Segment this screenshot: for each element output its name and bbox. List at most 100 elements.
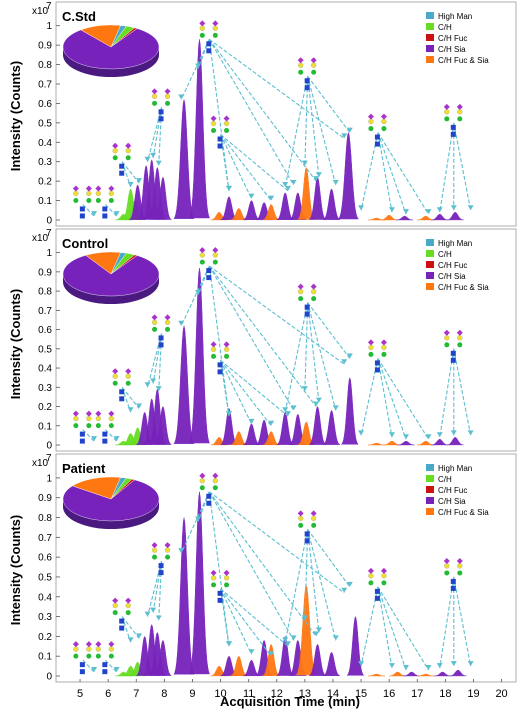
sialic-acid-diamond: [112, 368, 119, 375]
arrow-head: [127, 637, 134, 643]
glcnac-square: [450, 124, 456, 130]
arrow-head: [144, 611, 151, 617]
mannose-circle: [368, 351, 374, 357]
glcnac-square: [206, 493, 212, 499]
legend: High Man C/H C/H Fuc C/H Sia C/H Fuc & Sia: [426, 464, 489, 517]
galactose-circle: [125, 602, 131, 609]
sialic-acid-diamond: [125, 597, 132, 604]
arrow-head: [225, 641, 232, 647]
arrow-head: [301, 160, 308, 166]
annotation-arrow: [220, 134, 289, 192]
glcnac-square: [102, 431, 108, 437]
y-tick-label: 0: [46, 216, 52, 227]
sialic-acid-diamond: [199, 20, 206, 27]
arrow-head: [225, 185, 232, 191]
glcnac-square: [217, 597, 223, 603]
mannose-circle: [368, 580, 374, 586]
legend-label: C/H Fuc: [438, 34, 467, 43]
annotation-arrow: [152, 561, 163, 613]
glycan-structure-icon: [443, 557, 463, 591]
galactose-circle: [86, 190, 92, 197]
peak: [434, 671, 452, 677]
galactose-circle: [86, 415, 92, 422]
sialic-acid-diamond: [297, 57, 304, 64]
glcnac-square: [206, 48, 212, 54]
legend-label: C/H Fuc: [438, 486, 467, 495]
legend-label: C/H Sia: [438, 272, 466, 281]
mannose-circle: [108, 423, 114, 429]
sialic-acid-diamond: [108, 185, 115, 192]
x-tick-label: 16: [383, 688, 395, 700]
sialic-acid-diamond: [164, 542, 171, 549]
galactose-circle: [311, 62, 317, 68]
arrow-head: [127, 407, 134, 413]
annotation-arrow: [146, 333, 163, 388]
arrow-head: [144, 156, 151, 162]
galactose-circle: [298, 62, 304, 68]
annotation-arrow: [208, 265, 345, 365]
arrow-head: [388, 207, 395, 213]
mannose-circle: [212, 485, 218, 491]
glcnac-square: [79, 431, 85, 437]
peak: [242, 200, 260, 221]
annotation-arrow: [453, 576, 472, 667]
annotation-arrow: [307, 529, 320, 633]
y-multiplier-exponent: 7: [46, 453, 52, 464]
legend-label: C/H Sia: [438, 45, 466, 54]
arrow-head: [341, 359, 348, 365]
sialic-acid-diamond: [310, 283, 317, 290]
annotation-arrow: [304, 76, 309, 166]
sialic-acid-diamond: [125, 368, 132, 375]
annotation-arrow: [208, 491, 345, 594]
peak: [275, 411, 295, 445]
arrow-head: [403, 434, 410, 440]
glcnac-square: [206, 500, 212, 506]
sialic-acid-diamond: [95, 410, 102, 417]
arrow-head: [341, 587, 348, 593]
glcnac-square: [304, 531, 310, 537]
x-tick-label: 13: [299, 688, 311, 700]
peak: [396, 215, 414, 221]
y-tick-label: 0.8: [38, 60, 52, 71]
mannose-circle: [165, 100, 171, 106]
peak: [188, 39, 210, 219]
galactose-circle: [223, 575, 230, 581]
arrow-head: [144, 382, 151, 388]
sialic-acid-diamond: [95, 185, 102, 192]
mannose-circle: [381, 351, 387, 357]
y-tick-label: 1: [46, 473, 52, 484]
sialic-acid-diamond: [456, 329, 463, 336]
annotation-arrow: [208, 491, 295, 641]
arrow-head: [113, 667, 120, 673]
y-axis-title-top: Intensity (Counts): [8, 61, 23, 172]
mannose-circle: [73, 197, 79, 203]
annotation-arrow: [208, 38, 317, 182]
panel-title: Patient: [62, 461, 106, 476]
mannose-circle: [152, 100, 158, 106]
annotation-arrow: [307, 529, 337, 641]
y-tick-label: 0.5: [38, 572, 52, 583]
galactose-circle: [112, 148, 118, 154]
mannose-circle: [86, 423, 92, 429]
arrow-head: [91, 667, 98, 673]
glcnac-square: [158, 116, 164, 122]
glcnac-square: [304, 85, 310, 91]
arrow-head: [150, 152, 157, 158]
y-tick-label: 0.6: [38, 325, 52, 336]
glcnac-square: [450, 350, 456, 356]
peak: [308, 406, 327, 445]
legend-swatch: [426, 23, 434, 30]
arrow-head: [268, 195, 275, 201]
y-multiplier: x10: [32, 6, 49, 17]
legend-swatch: [426, 56, 434, 63]
annotation-arrow: [121, 616, 140, 639]
x-tick-label: 15: [355, 688, 367, 700]
peak: [153, 639, 173, 676]
galactose-circle: [164, 93, 171, 99]
glycan-structure-icon: [72, 185, 92, 219]
arrow-head: [358, 205, 365, 211]
arrow-head: [113, 436, 120, 442]
annotation-arrow: [82, 204, 95, 217]
sialic-acid-diamond: [85, 641, 92, 648]
glcnac-square: [217, 369, 223, 375]
